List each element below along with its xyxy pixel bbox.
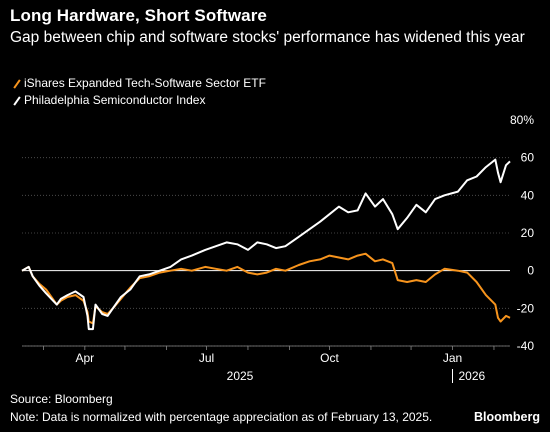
- y-tick-label: 60: [521, 151, 535, 165]
- x-tick-label: Oct: [320, 351, 339, 365]
- x-year-label: 2025: [227, 369, 254, 383]
- y-tick-label: -40: [517, 339, 535, 353]
- chart-subtitle: Gap between chip and software stocks' pe…: [10, 29, 525, 46]
- y-tick-label: -20: [517, 301, 535, 315]
- note-text: Note: Data is normalized with percentage…: [10, 410, 433, 424]
- y-tick-label: 20: [521, 226, 535, 240]
- x-tick-label: Apr: [75, 351, 94, 365]
- source-text: Source: Bloomberg: [10, 392, 113, 406]
- legend: iShares Expanded Tech-Software Sector ET…: [10, 75, 266, 109]
- legend-item-software: iShares Expanded Tech-Software Sector ET…: [10, 75, 266, 92]
- x-year-label: 2026: [459, 369, 486, 383]
- semis-series-line: [21, 158, 511, 331]
- y-tick-label: 0: [527, 264, 534, 278]
- legend-label-semis: Philadelphia Semiconductor Index: [24, 93, 206, 107]
- x-tick-label: Jul: [199, 351, 214, 365]
- brand-logo-text: Bloomberg: [474, 410, 540, 424]
- y-tick-label: 40: [521, 188, 535, 202]
- y-tick-label: 80%: [510, 113, 534, 127]
- legend-label-software: iShares Expanded Tech-Software Sector ET…: [24, 76, 266, 90]
- x-tick-label: Jan: [443, 351, 462, 365]
- chart-title: Long Hardware, Short Software: [10, 6, 267, 25]
- legend-item-semis: Philadelphia Semiconductor Index: [10, 92, 266, 109]
